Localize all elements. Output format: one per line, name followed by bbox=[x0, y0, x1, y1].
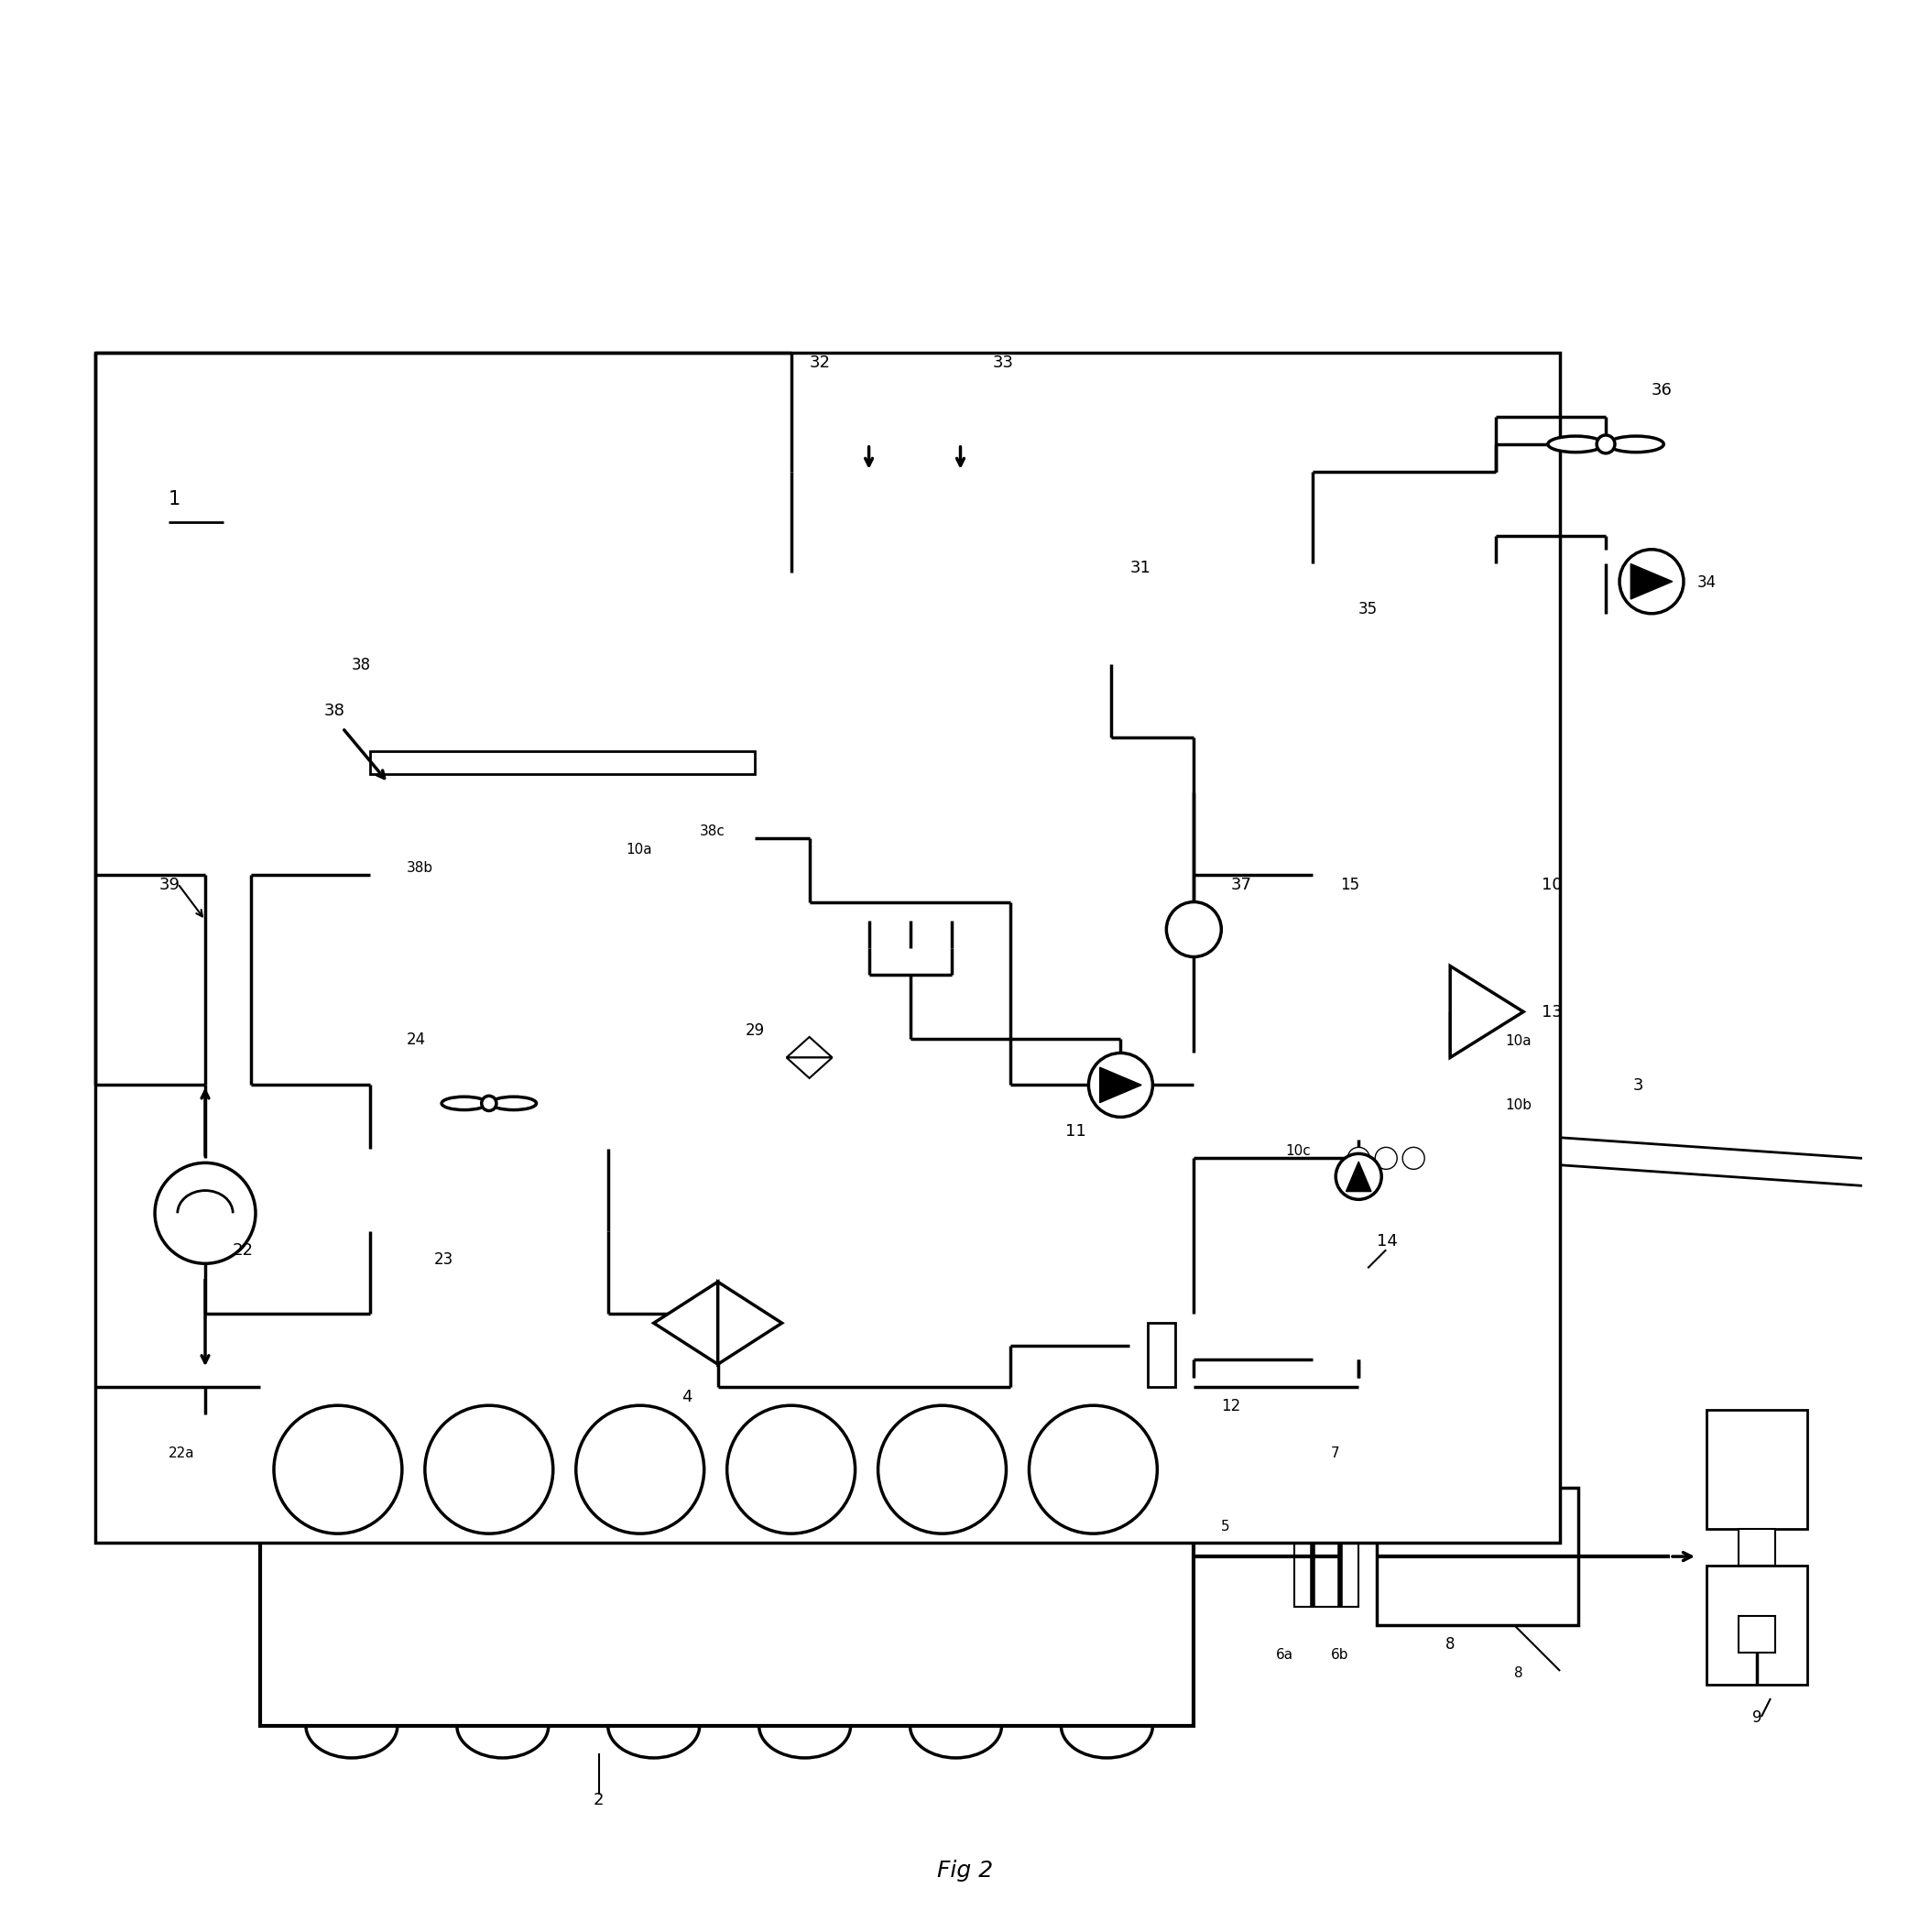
Circle shape bbox=[1089, 1053, 1152, 1117]
Bar bbox=[168, 1368, 234, 1414]
Text: 33: 33 bbox=[992, 354, 1013, 371]
Text: 31: 31 bbox=[1129, 560, 1150, 576]
Bar bbox=[1739, 1528, 1776, 1565]
Circle shape bbox=[728, 1405, 855, 1534]
Text: 4: 4 bbox=[681, 1389, 691, 1405]
Bar bbox=[1285, 564, 1523, 609]
Text: 29: 29 bbox=[745, 1022, 764, 1039]
Ellipse shape bbox=[490, 1097, 537, 1109]
Circle shape bbox=[1336, 1153, 1382, 1200]
Circle shape bbox=[1596, 435, 1615, 454]
Text: 38: 38 bbox=[324, 703, 345, 719]
Circle shape bbox=[1374, 1148, 1397, 1169]
Text: 12: 12 bbox=[1222, 1399, 1241, 1414]
Polygon shape bbox=[787, 1037, 832, 1057]
Text: 35: 35 bbox=[1359, 601, 1378, 616]
Circle shape bbox=[1029, 1405, 1158, 1534]
Bar bbox=[95, 354, 1559, 1544]
Bar bbox=[1706, 1410, 1806, 1528]
Circle shape bbox=[274, 1405, 401, 1534]
Text: 32: 32 bbox=[809, 354, 830, 371]
Circle shape bbox=[425, 1405, 554, 1534]
Text: 15: 15 bbox=[1339, 877, 1359, 893]
Text: 7: 7 bbox=[1332, 1447, 1339, 1461]
Text: 37: 37 bbox=[1231, 877, 1251, 893]
Text: 2: 2 bbox=[594, 1791, 604, 1808]
Bar bbox=[1312, 471, 1496, 564]
Text: 3: 3 bbox=[1633, 1078, 1644, 1094]
Bar bbox=[1295, 1507, 1359, 1607]
Bar bbox=[1739, 1615, 1776, 1652]
Text: 39: 39 bbox=[160, 877, 181, 893]
Polygon shape bbox=[654, 1281, 718, 1364]
Text: 10: 10 bbox=[1542, 877, 1563, 893]
Text: 6b: 6b bbox=[1332, 1648, 1349, 1662]
Bar bbox=[371, 773, 755, 902]
Text: 36: 36 bbox=[1652, 383, 1673, 398]
Polygon shape bbox=[718, 1281, 782, 1364]
Text: 34: 34 bbox=[1696, 574, 1716, 591]
Bar bbox=[838, 388, 901, 444]
Text: 10c: 10c bbox=[1285, 1144, 1310, 1159]
Circle shape bbox=[878, 1405, 1006, 1534]
Text: 22a: 22a bbox=[168, 1447, 195, 1461]
Circle shape bbox=[575, 1405, 704, 1534]
Bar bbox=[1332, 1039, 1478, 1194]
Text: 23: 23 bbox=[434, 1252, 454, 1267]
Text: 24: 24 bbox=[407, 1032, 427, 1049]
Bar bbox=[371, 1150, 608, 1231]
Circle shape bbox=[482, 1095, 496, 1111]
Ellipse shape bbox=[1548, 437, 1604, 452]
Bar bbox=[1312, 609, 1496, 1360]
Text: 22: 22 bbox=[234, 1242, 253, 1260]
Text: 38: 38 bbox=[351, 657, 371, 672]
Text: 38b: 38b bbox=[407, 862, 432, 875]
Ellipse shape bbox=[1608, 437, 1664, 452]
Text: 10b: 10b bbox=[1505, 1099, 1532, 1113]
Bar bbox=[1129, 1314, 1359, 1378]
Circle shape bbox=[1347, 1148, 1370, 1169]
Bar bbox=[928, 388, 992, 444]
Bar bbox=[261, 1387, 1195, 1725]
Text: 11: 11 bbox=[1065, 1122, 1087, 1140]
Text: 14: 14 bbox=[1376, 1233, 1397, 1250]
Bar bbox=[371, 752, 755, 773]
Bar bbox=[1376, 1488, 1579, 1625]
Bar bbox=[791, 471, 1112, 665]
Text: 13: 13 bbox=[1542, 1005, 1563, 1020]
Text: 38c: 38c bbox=[699, 825, 726, 838]
Bar bbox=[1148, 1323, 1175, 1387]
Circle shape bbox=[1619, 549, 1683, 614]
Circle shape bbox=[1166, 902, 1222, 956]
Text: 1: 1 bbox=[168, 491, 181, 508]
Text: 6a: 6a bbox=[1276, 1648, 1293, 1662]
Text: 10a: 10a bbox=[627, 842, 652, 856]
Circle shape bbox=[1403, 1148, 1424, 1169]
Polygon shape bbox=[1345, 1161, 1370, 1192]
Polygon shape bbox=[1100, 1066, 1141, 1103]
Polygon shape bbox=[1631, 564, 1673, 599]
Text: 5: 5 bbox=[1222, 1520, 1229, 1534]
Circle shape bbox=[154, 1163, 255, 1264]
Text: 9: 9 bbox=[1752, 1710, 1762, 1725]
Text: 8: 8 bbox=[1515, 1665, 1523, 1681]
Text: 8: 8 bbox=[1446, 1636, 1455, 1652]
Ellipse shape bbox=[442, 1097, 486, 1109]
Text: 10a: 10a bbox=[1505, 1036, 1530, 1049]
Bar bbox=[1706, 1565, 1806, 1685]
Text: Fig 2: Fig 2 bbox=[936, 1859, 994, 1882]
Polygon shape bbox=[1449, 966, 1523, 1057]
Polygon shape bbox=[787, 1057, 832, 1078]
